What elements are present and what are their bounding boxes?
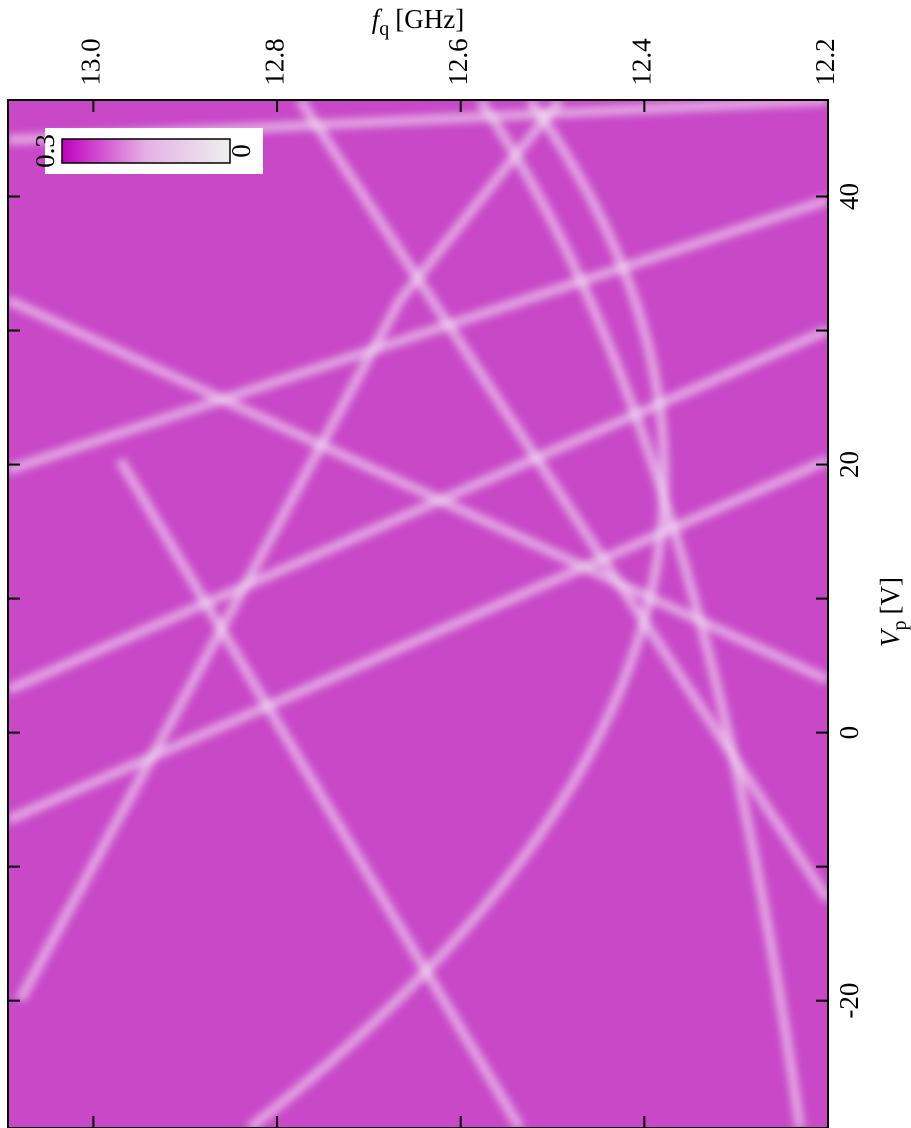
y-label-unit: [V] — [875, 577, 905, 614]
y-tick-label: -20 — [834, 983, 864, 1019]
y-tick-label: 20 — [834, 451, 864, 478]
x-label-symbol: fq [GHz] — [372, 4, 464, 39]
x-label-unit: [GHz] — [395, 4, 464, 34]
x-tick-label: 12.4 — [627, 38, 657, 86]
colorbar — [61, 138, 231, 164]
y-tick-label: 0 — [834, 726, 864, 740]
y-axis-label: Vp [V] — [875, 577, 910, 647]
x-tick-label: 13.0 — [76, 38, 106, 85]
plot-frame — [7, 99, 829, 1128]
x-axis-label: fq [GHz] — [372, 4, 464, 39]
x-tick-label: 12.8 — [259, 38, 289, 85]
x-label-subscript: q — [379, 18, 389, 40]
x-tick-label: 12.6 — [443, 38, 473, 85]
colorbar-tick-label: 0.3 — [30, 134, 60, 168]
x-tick-label: 12.2 — [810, 38, 840, 85]
heatmap-features — [8, 100, 828, 1128]
colorbar-tick-label: 0 — [226, 144, 256, 158]
y-label-symbol: V — [875, 627, 905, 647]
y-label-subscript: p — [889, 620, 911, 630]
y-tick-label: 40 — [834, 183, 864, 210]
